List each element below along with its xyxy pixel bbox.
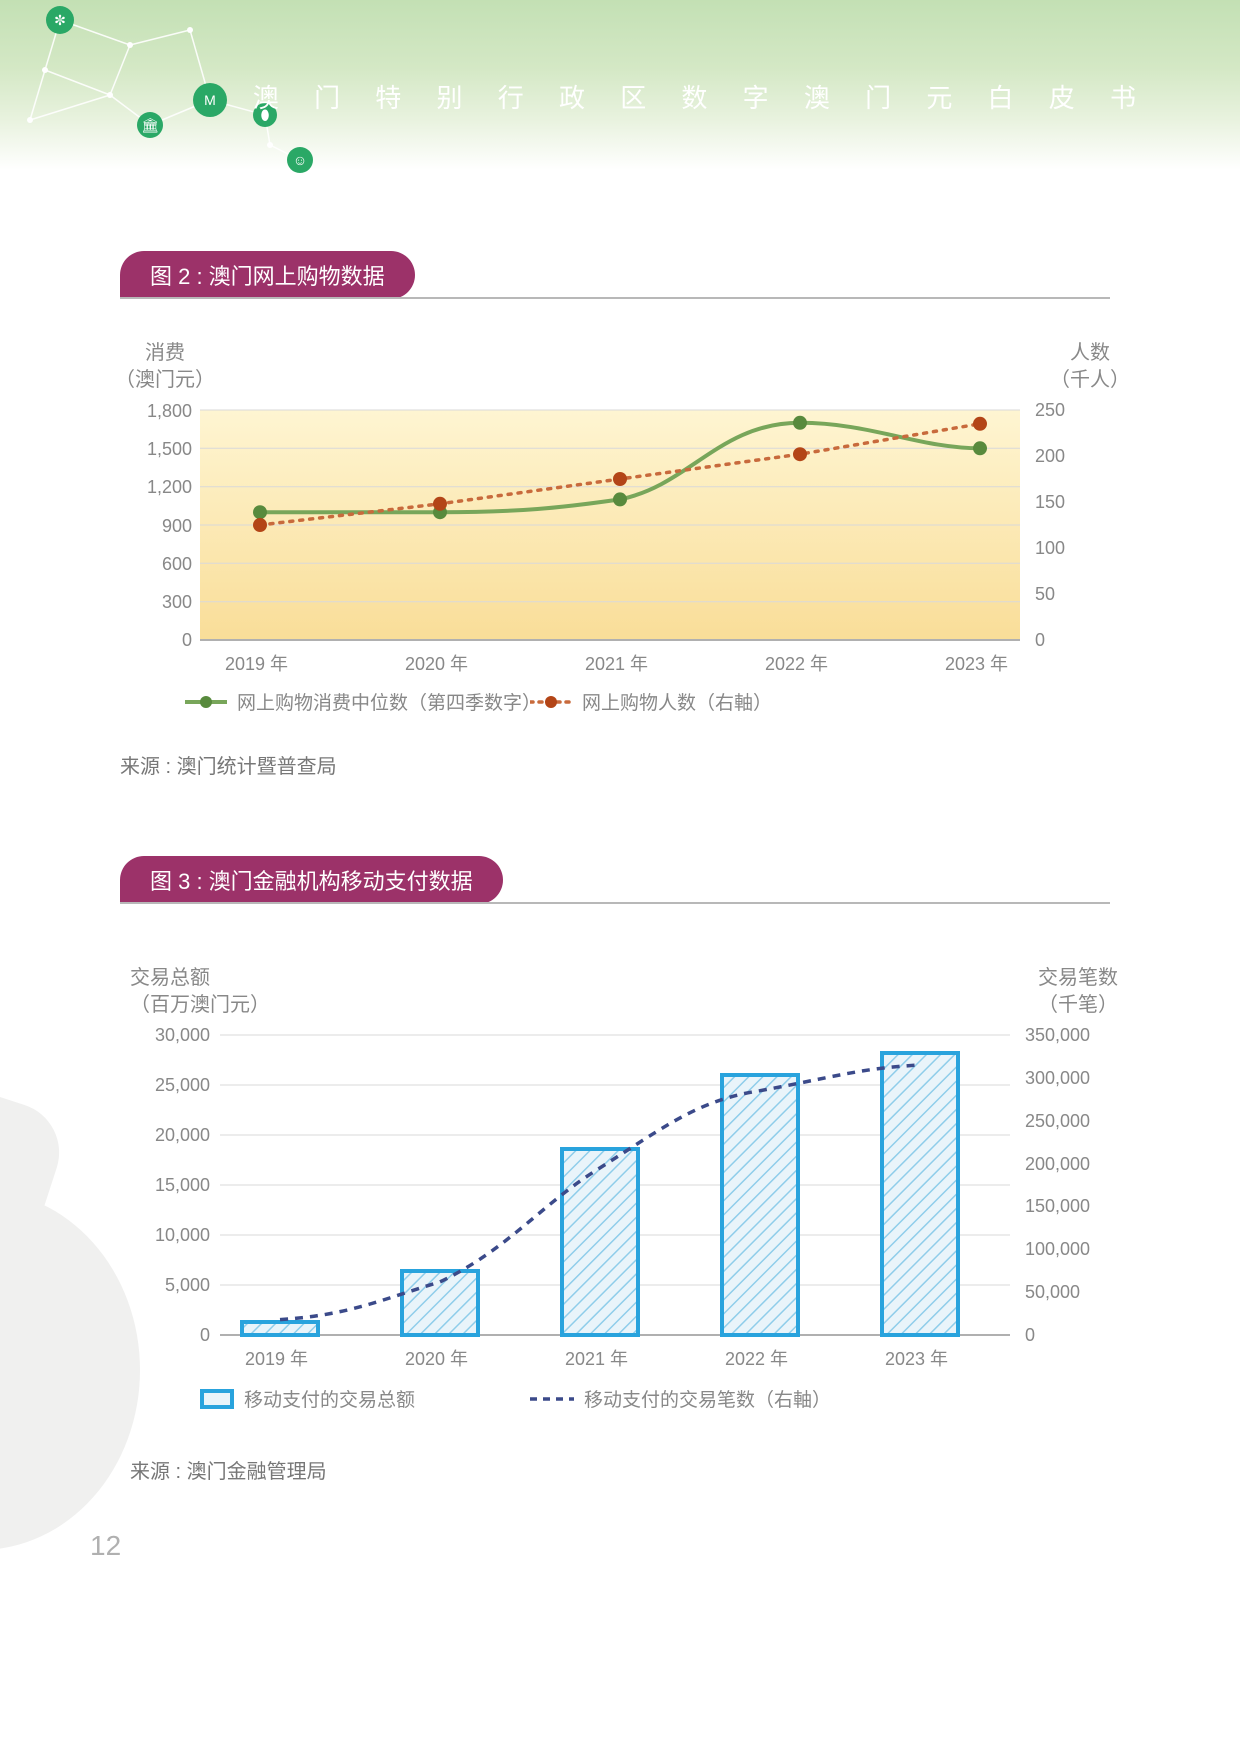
c2-x-2: 2021 年 — [565, 1345, 628, 1371]
c2-yr-6: 300,000 — [1025, 1068, 1090, 1089]
c2-x-0: 2019 年 — [245, 1345, 308, 1371]
c2-x-4: 2023 年 — [885, 1345, 948, 1371]
c2-yr-5: 250,000 — [1025, 1111, 1090, 1132]
c2-yl-5: 25,000 — [140, 1075, 210, 1096]
chart2-legend-2-label: 移动支付的交易笔数（右軸） — [584, 1385, 831, 1412]
chart2-source: 来源 : 澳门金融管理局 — [130, 1455, 327, 1484]
c2-yl-4: 20,000 — [140, 1125, 210, 1146]
c2-yr-3: 150,000 — [1025, 1196, 1090, 1217]
c2-yl-3: 15,000 — [140, 1175, 210, 1196]
c2-yr-7: 350,000 — [1025, 1025, 1090, 1046]
c2-yl-6: 30,000 — [140, 1025, 210, 1046]
c2-x-3: 2022 年 — [725, 1345, 788, 1371]
chart2-plot — [0, 0, 1240, 1550]
chart2-legend-1: 移动支付的交易总额 — [200, 1385, 415, 1412]
c2-yr-4: 200,000 — [1025, 1154, 1090, 1175]
c2-yr-0: 0 — [1025, 1325, 1035, 1346]
c2-x-1: 2020 年 — [405, 1345, 468, 1371]
page-number: 12 — [90, 1530, 121, 1562]
c2-yl-1: 5,000 — [140, 1275, 210, 1296]
c2-yr-1: 50,000 — [1025, 1282, 1080, 1303]
c2-yl-2: 10,000 — [140, 1225, 210, 1246]
chart2-legend-2: 移动支付的交易笔数（右軸） — [530, 1385, 831, 1412]
c2-yr-2: 100,000 — [1025, 1239, 1090, 1260]
c2-yl-0: 0 — [140, 1325, 210, 1346]
chart2-legend-1-label: 移动支付的交易总额 — [244, 1385, 415, 1412]
